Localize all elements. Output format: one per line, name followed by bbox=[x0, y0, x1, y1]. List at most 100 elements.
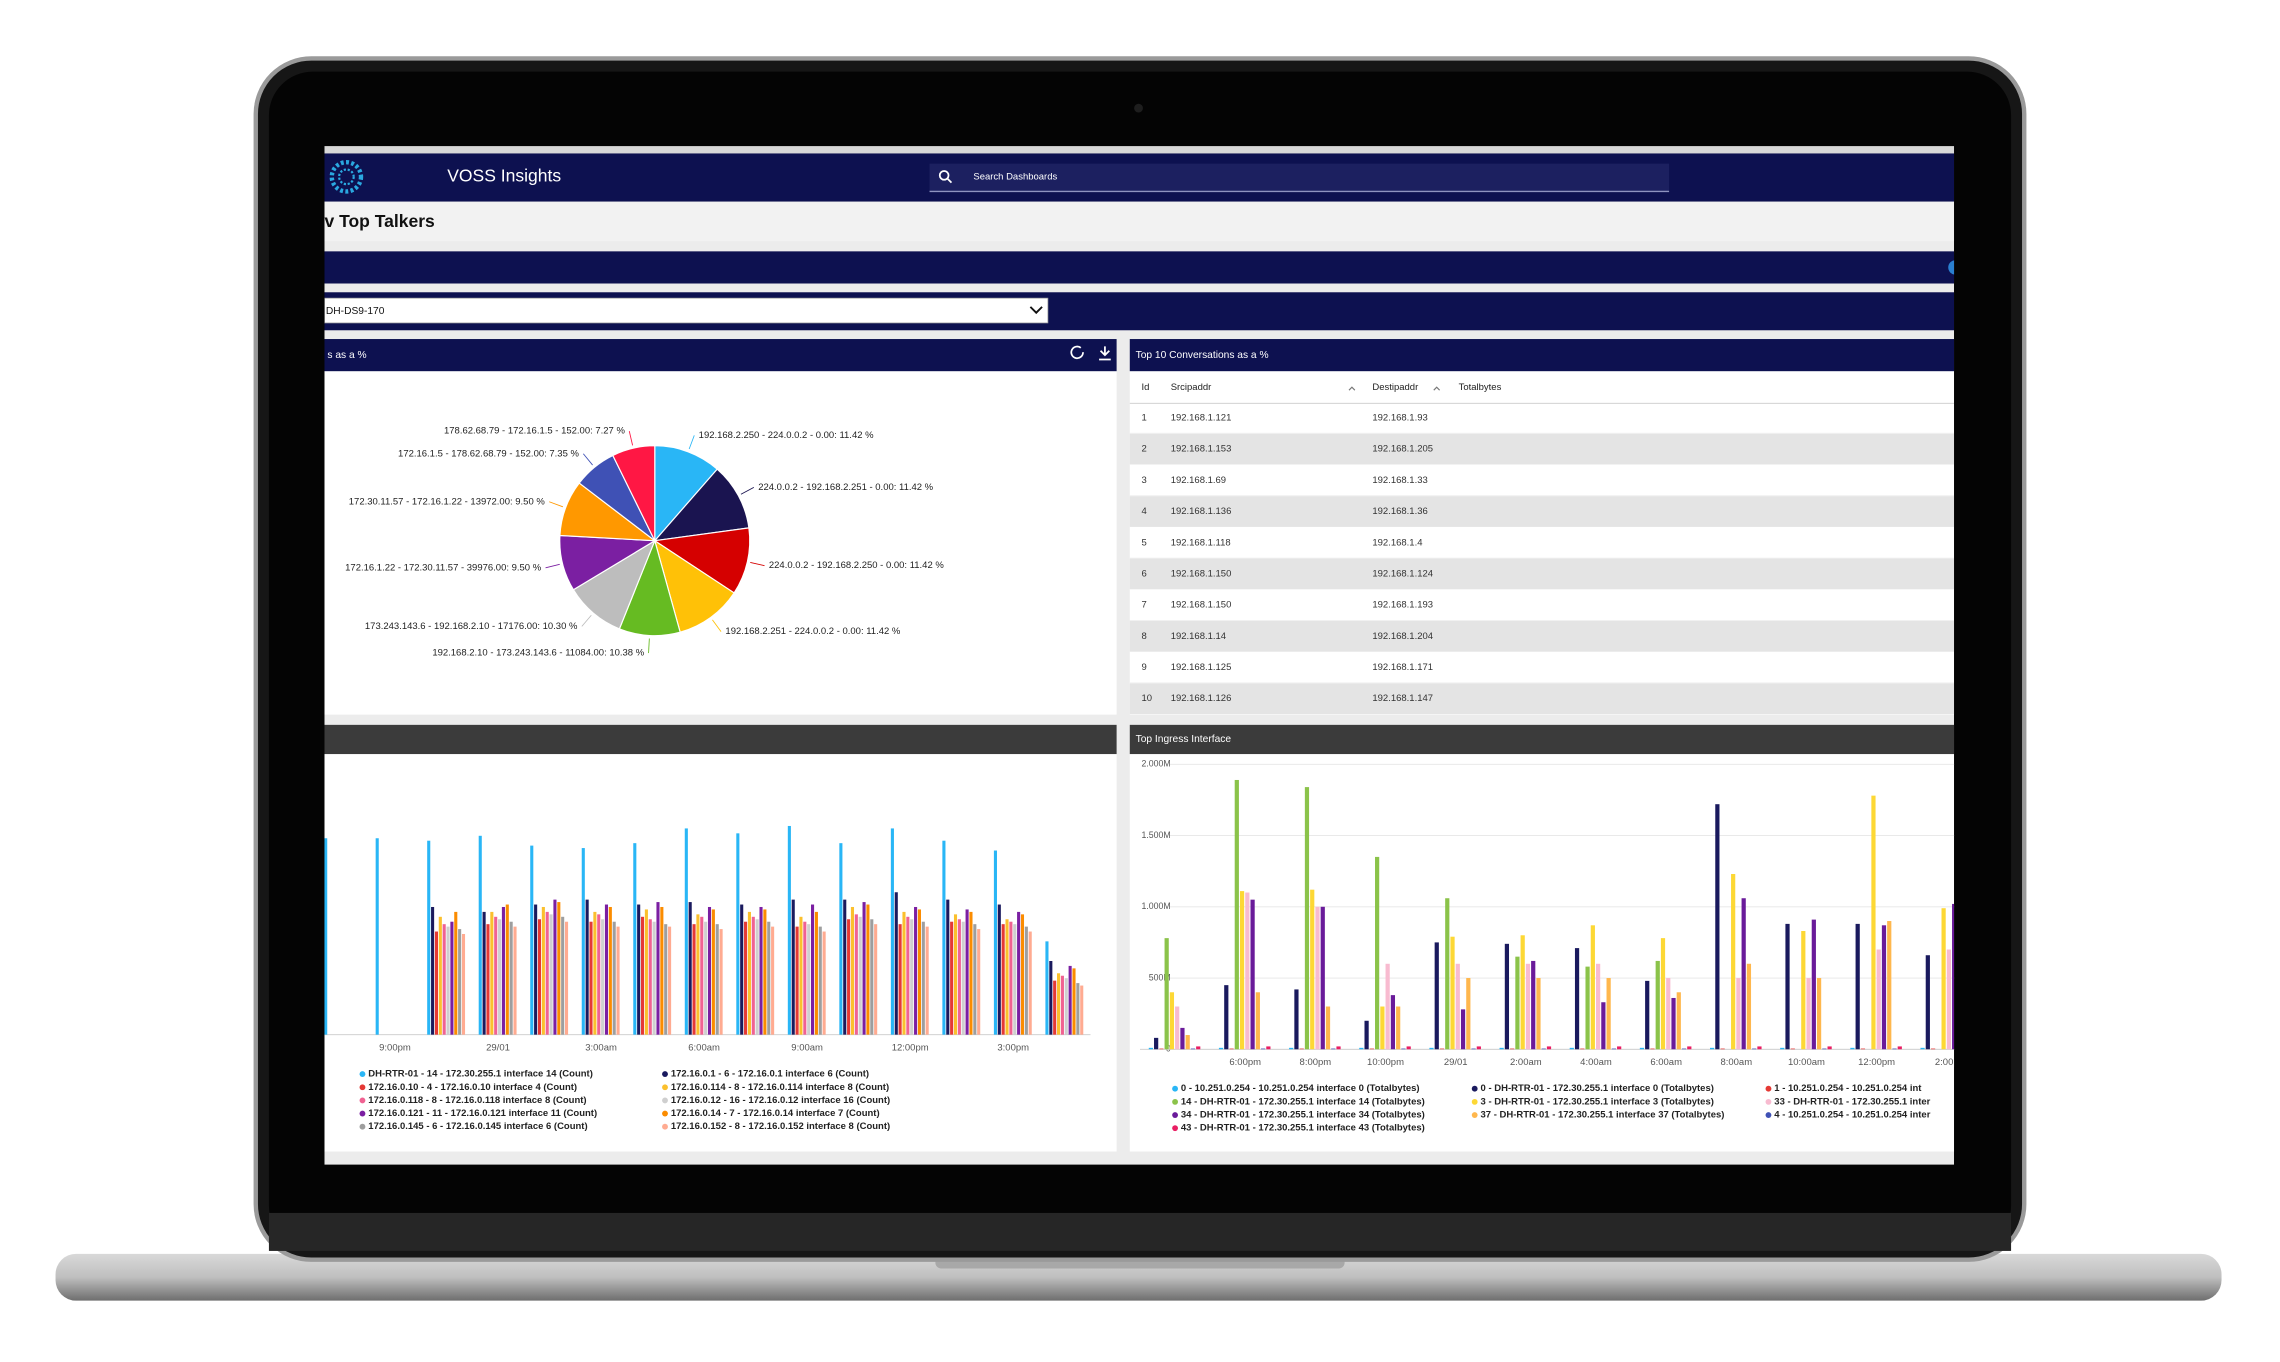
logo-inner bbox=[337, 168, 355, 186]
pie-slice bbox=[653, 539, 735, 633]
bar bbox=[692, 924, 696, 1035]
bar bbox=[427, 840, 431, 1035]
bar bbox=[486, 924, 490, 1035]
download-icon[interactable] bbox=[1099, 346, 1111, 361]
bar bbox=[1005, 919, 1009, 1035]
bar bbox=[1239, 891, 1245, 1050]
bar bbox=[1585, 966, 1590, 1050]
x-tick-label: 6:00pm bbox=[1229, 1057, 1261, 1068]
bar bbox=[914, 906, 918, 1035]
bar bbox=[1785, 923, 1790, 1050]
table-cell: 10 bbox=[1141, 693, 1152, 704]
bar bbox=[1401, 1048, 1406, 1050]
legend-label: 172.16.0.118 - 8 - 172.16.0.118 interfac… bbox=[368, 1095, 586, 1106]
bar bbox=[799, 916, 803, 1035]
bar bbox=[818, 926, 822, 1035]
legend-label: 172.16.0.152 - 8 - 172.16.0.152 interfac… bbox=[671, 1121, 890, 1132]
bar bbox=[688, 902, 692, 1035]
bar bbox=[1822, 1048, 1827, 1050]
bar bbox=[1499, 1047, 1504, 1050]
table-row-bg bbox=[1129, 433, 1955, 465]
bar bbox=[494, 916, 498, 1035]
table-cell: 192.168.1.125 bbox=[1171, 662, 1232, 673]
bar bbox=[917, 909, 921, 1035]
bar bbox=[1245, 892, 1250, 1050]
table-cell: 1 bbox=[1141, 412, 1146, 423]
top-strip bbox=[324, 146, 1955, 154]
table-cell: 192.168.1.14 bbox=[1171, 631, 1226, 642]
legend-label: 172.16.0.1 - 6 - 172.16.0.1 interface 6 … bbox=[671, 1069, 869, 1080]
pie-label: 172.16.1.22 - 172.30.11.57 - 39976.00: 9… bbox=[345, 562, 542, 573]
bar bbox=[993, 850, 997, 1035]
sort-icons[interactable] bbox=[1348, 386, 1441, 391]
bar bbox=[1057, 973, 1061, 1035]
bar bbox=[977, 929, 981, 1035]
table-cell: 192.168.1.136 bbox=[1171, 506, 1232, 517]
bar bbox=[1375, 856, 1380, 1050]
bar bbox=[482, 911, 486, 1035]
filter-select[interactable] bbox=[324, 297, 1049, 324]
bar bbox=[461, 933, 466, 1035]
logo[interactable] bbox=[329, 160, 364, 194]
pie-label: 192.168.2.10 - 173.243.143.6 - 11084.00:… bbox=[432, 648, 644, 659]
refresh-icon[interactable] bbox=[1070, 345, 1084, 360]
legend-marker bbox=[662, 1123, 668, 1130]
legend-marker bbox=[662, 1071, 668, 1078]
table-cell: 192.168.1.150 bbox=[1171, 568, 1232, 579]
bar bbox=[633, 843, 637, 1035]
x-tick-label: 2:00am bbox=[1510, 1057, 1542, 1068]
bar bbox=[736, 833, 740, 1035]
pie-slice bbox=[653, 527, 751, 594]
legend-marker bbox=[1765, 1112, 1772, 1118]
bar bbox=[446, 926, 450, 1035]
bar bbox=[1720, 1048, 1725, 1050]
bar bbox=[1741, 898, 1746, 1050]
search-box[interactable] bbox=[929, 163, 1670, 192]
pie-leader bbox=[750, 561, 765, 567]
bar bbox=[656, 902, 660, 1035]
x-tick-label: 12:00pm bbox=[892, 1042, 929, 1053]
bar bbox=[513, 926, 517, 1035]
bar bbox=[1639, 1047, 1645, 1050]
x-tick-label: 6:00am bbox=[1650, 1057, 1682, 1068]
nav-button[interactable] bbox=[1948, 260, 1963, 275]
bar bbox=[1289, 1047, 1294, 1050]
bar bbox=[1390, 995, 1396, 1050]
legend-marker bbox=[359, 1097, 366, 1104]
table-title: Top 10 Conversations as a % bbox=[1136, 350, 1269, 361]
bar bbox=[1780, 1047, 1785, 1050]
bar bbox=[704, 921, 708, 1035]
bar bbox=[946, 899, 950, 1035]
table-cell: 192.168.1.36 bbox=[1372, 506, 1427, 517]
x-tick-label: 2:00p bbox=[1935, 1057, 1959, 1068]
bar bbox=[1590, 925, 1595, 1050]
bar bbox=[1946, 949, 1951, 1050]
bar bbox=[604, 904, 609, 1035]
bar bbox=[866, 904, 870, 1035]
bar bbox=[1860, 1048, 1866, 1050]
bar bbox=[696, 914, 700, 1035]
bar bbox=[1801, 931, 1806, 1050]
bar bbox=[593, 911, 597, 1035]
bar bbox=[1746, 963, 1752, 1050]
camera bbox=[1134, 103, 1143, 113]
legend-marker bbox=[662, 1110, 668, 1117]
bar bbox=[1024, 926, 1028, 1035]
pie-label: 224.0.0.2 - 192.168.2.250 - 0.00: 11.42 … bbox=[769, 560, 944, 571]
bar bbox=[637, 904, 641, 1035]
bar bbox=[1660, 938, 1666, 1050]
bar bbox=[1681, 1048, 1687, 1050]
table-header: Destipaddr bbox=[1372, 382, 1418, 393]
bar bbox=[771, 926, 775, 1035]
legend-label: 3 - DH-RTR-01 - 172.30.255.1 interface 3… bbox=[1481, 1096, 1714, 1107]
bar bbox=[751, 916, 755, 1035]
table-cell: 192.168.1.205 bbox=[1372, 444, 1433, 455]
pie-slice bbox=[653, 468, 750, 542]
bar bbox=[589, 921, 593, 1035]
bar bbox=[664, 924, 668, 1035]
bar bbox=[1460, 1009, 1466, 1050]
bar bbox=[906, 916, 910, 1035]
pie-label: 192.168.2.251 - 224.0.0.2 - 0.00: 11.42 … bbox=[725, 626, 900, 637]
bar bbox=[1455, 963, 1460, 1050]
